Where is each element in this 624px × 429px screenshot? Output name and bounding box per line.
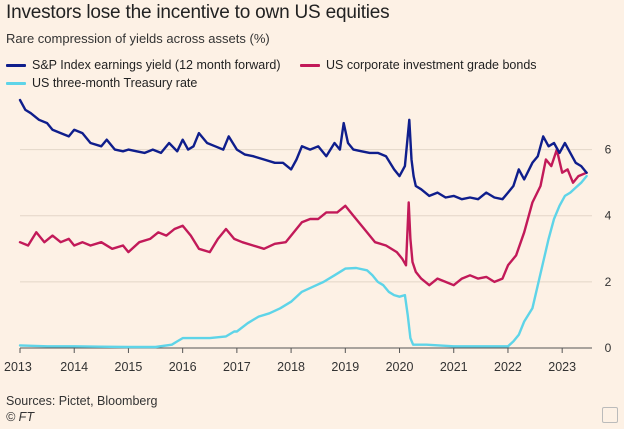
x-tick-label: 2013 — [4, 360, 32, 374]
legend-label: US corporate investment grade bonds — [326, 58, 537, 72]
chart-subtitle: Rare compression of yields across assets… — [6, 31, 270, 46]
x-tick-label: 2019 — [331, 360, 359, 374]
legend-item-corporate-bonds: US corporate investment grade bonds — [300, 58, 537, 72]
ft-logo-icon — [602, 407, 618, 423]
sp-earnings-yield-line — [18, 98, 588, 201]
x-tick-label: 2018 — [277, 360, 305, 374]
x-tick-label: 2023 — [548, 360, 576, 374]
source-note: Sources: Pictet, Bloomberg — [6, 394, 158, 408]
legend-swatch — [300, 63, 320, 67]
y-tick-label: 0 — [605, 341, 612, 355]
x-tick-label: 2017 — [223, 360, 251, 374]
legend-label: US three-month Treasury rate — [32, 76, 198, 90]
y-tick-label: 2 — [605, 275, 612, 289]
y-tick-label: 6 — [605, 143, 612, 157]
legend-item-treasury-rate: US three-month Treasury rate — [6, 76, 197, 90]
x-tick-label: 2015 — [115, 360, 143, 374]
legend-swatch — [6, 81, 26, 85]
copyright-note: © FT — [6, 410, 34, 424]
x-tick-label: 2020 — [386, 360, 414, 374]
x-tick-label: 2014 — [60, 360, 88, 374]
x-tick-label: 2022 — [494, 360, 522, 374]
y-tick-label: 4 — [605, 209, 612, 223]
treasury-rate-line — [18, 174, 588, 349]
x-tick-label: 2016 — [169, 360, 197, 374]
corporate-bonds-line — [18, 148, 588, 287]
legend-label: S&P Index earnings yield (12 month forwa… — [32, 58, 281, 72]
x-tick-label: 2021 — [440, 360, 468, 374]
legend-swatch — [6, 63, 26, 67]
legend-item-sp-earnings-yield: S&P Index earnings yield (12 month forwa… — [6, 58, 281, 72]
chart-title: Investors lose the incentive to own US e… — [6, 2, 390, 23]
